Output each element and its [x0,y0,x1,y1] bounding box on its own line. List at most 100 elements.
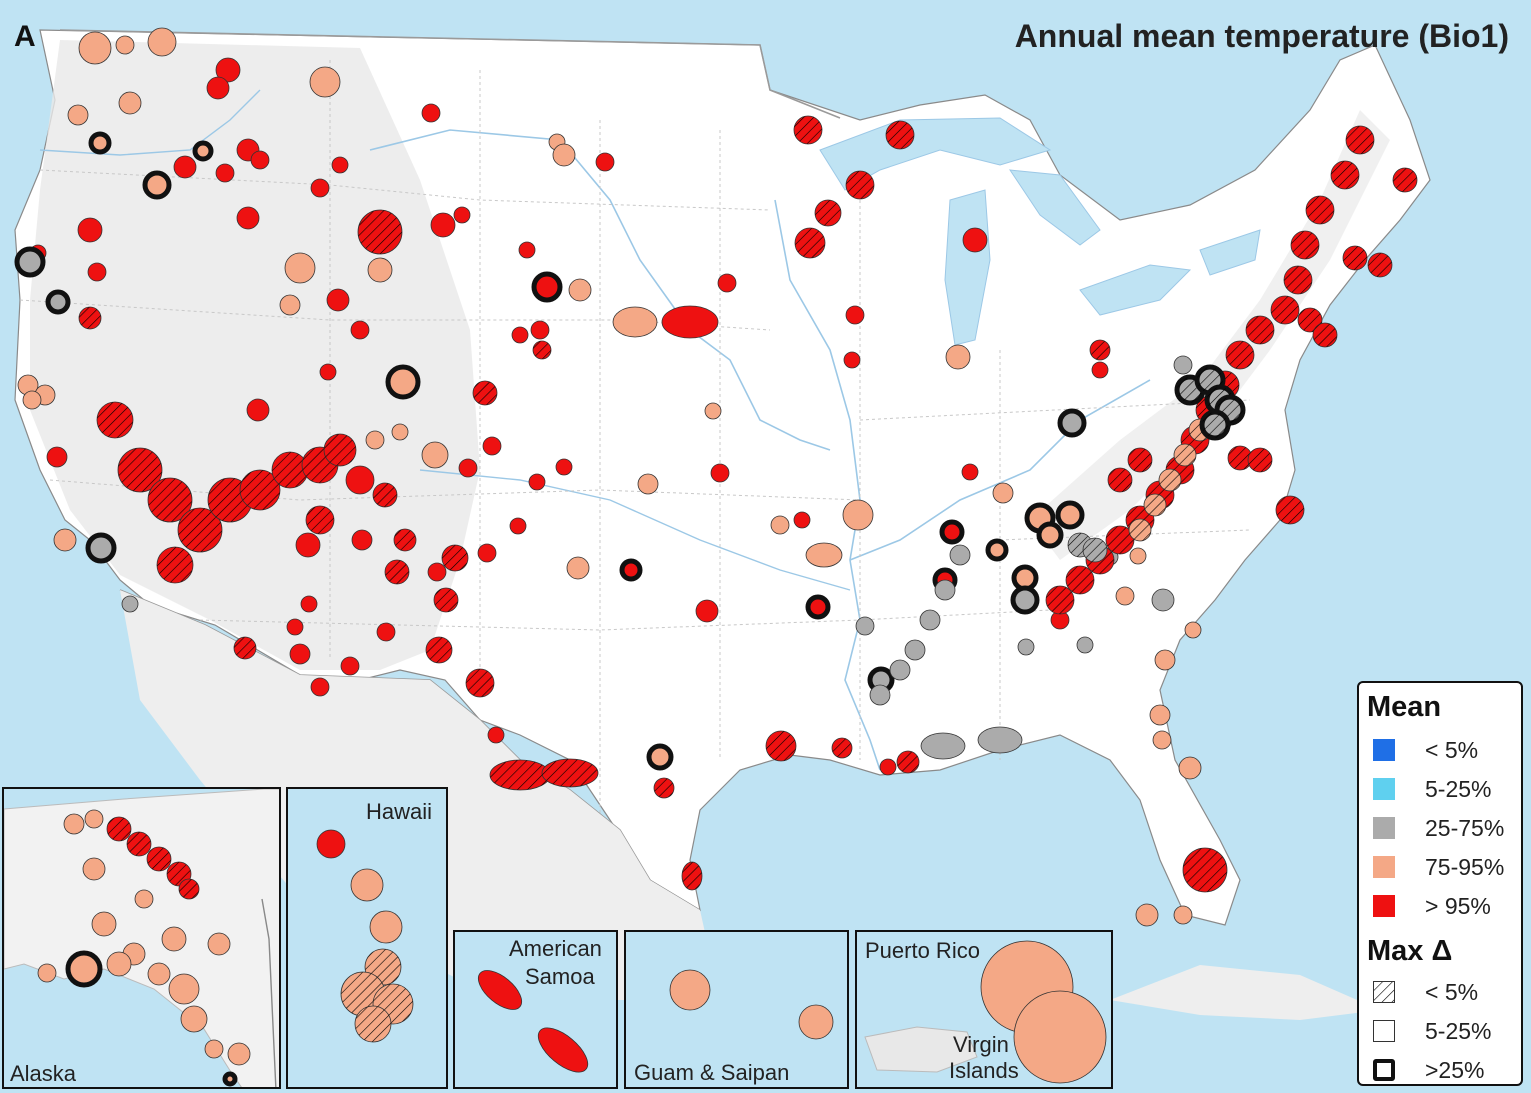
park-symbol [710,463,730,483]
park-symbol [391,423,409,441]
park-symbol [1154,649,1176,671]
hawaii-park-symbols [316,829,414,1043]
ohio-river [849,379,1151,561]
park-symbol [478,970,522,1010]
park-symbol-hatch [815,200,841,226]
park-symbol [1173,905,1193,925]
park-symbol-hatch [1226,341,1254,369]
park-symbol [85,532,117,564]
alaska-map [4,789,279,1087]
park-symbol [1057,408,1087,438]
park-symbol-hatch [1174,444,1196,466]
park-symbol [1115,586,1135,606]
park-symbol-hatch [533,341,551,359]
legend-label: 5-25% [1425,1018,1492,1044]
guam-map [669,969,834,1040]
panel-letter: A [14,20,36,53]
park-symbol-hatch [1306,196,1334,224]
inset-label-virgin-1: Virgin [953,1032,1009,1057]
park-symbol-hatch [654,778,674,798]
park-symbol-hatch [1291,231,1319,259]
park-symbol [509,517,527,535]
inset-hawaii: Hawaii [286,787,448,1089]
park-symbol [1173,355,1193,375]
park-symbol-hatch [1246,316,1274,344]
park-symbol [192,140,214,162]
park-symbol [537,1027,589,1073]
appalachian-relief [1030,110,1390,560]
park-symbol [482,436,502,456]
park-symbol-hatch [766,731,796,761]
legend-item-thin-outline: 5-25% [1373,1016,1523,1046]
park-symbol [284,252,316,284]
legend-item-hatched: < 5% [1373,977,1523,1007]
park-symbol [53,528,77,552]
park-symbol [84,809,104,829]
park-symbol-hatch [306,506,334,534]
park-symbol [845,305,865,325]
swatch-thin-outline [1373,1020,1395,1042]
park-symbol-hatch [179,879,199,899]
park-symbol [88,131,112,155]
park-symbol [646,743,674,771]
legend-item-lt5: < 5% [1373,735,1523,765]
park-symbol [421,441,449,469]
park-symbol [1017,638,1035,656]
park-symbol [161,926,187,952]
park-symbol [798,1004,834,1040]
legend: Mean < 5% 5-25% 25-75% 75-95% > 95% Max … [1357,681,1523,1086]
park-symbol [340,656,360,676]
park-symbol [309,66,341,98]
park-symbol [295,532,321,558]
park-symbol-hatch [272,452,308,488]
park-symbol [82,857,106,881]
park-symbol-hatch [147,847,171,871]
park-symbol [992,482,1014,504]
park-symbol [227,1042,251,1066]
park-symbol-hatch [1066,566,1094,594]
park-symbol-hatch [394,529,416,551]
park-symbol [595,152,615,172]
park-symbol [63,813,85,835]
inset-guam: Guam & Saipan [624,930,849,1089]
park-symbol [215,57,241,83]
park-symbol [1151,588,1175,612]
park-symbol [286,618,304,636]
park-symbol-hatch [1090,340,1110,360]
legend-label: 5-25% [1425,776,1492,802]
park-symbol [421,103,441,123]
park-symbol [279,294,301,316]
park-symbol-hatch [466,669,494,697]
park-symbol [319,363,337,381]
park-symbol-hatch [107,817,131,841]
park-symbol-hatch [490,760,550,790]
park-symbol [173,155,197,179]
park-symbol-hatch [1331,161,1359,189]
park-symbol-hatch [148,478,192,522]
park-symbol [704,402,722,420]
alaska-border [261,898,277,1087]
legend-label: < 5% [1425,737,1479,763]
samoa-map [478,970,589,1073]
park-symbol-hatch [1248,448,1272,472]
park-symbol [889,659,911,681]
park-symbol [204,1039,224,1059]
park-symbol [326,288,350,312]
park-symbol [385,364,421,400]
park-symbol [805,594,831,620]
park-symbol-hatch [358,210,402,254]
park-symbol [568,278,592,302]
samoa-park-symbols [478,970,589,1073]
park-symbol [115,35,135,55]
park-symbol [869,684,891,706]
guam-park-symbols [669,969,834,1040]
park-symbol [805,542,843,568]
park-symbol [206,76,230,100]
park-symbol [168,973,200,1005]
park-symbol [215,163,235,183]
park-symbol [78,31,112,65]
park-symbol [879,758,897,776]
swatch-5-25 [1373,778,1395,800]
legend-item-5-25: 5-25% [1373,774,1523,804]
park-symbol [147,962,171,986]
